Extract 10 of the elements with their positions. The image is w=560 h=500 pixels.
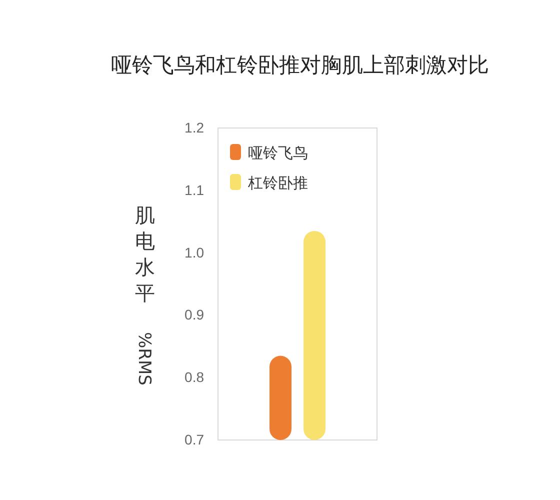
y-tick-label: 0.9 bbox=[184, 306, 204, 323]
y-tick-label: 1.0 bbox=[184, 244, 204, 260]
legend-label: 杠铃卧推 bbox=[247, 174, 308, 192]
chart-title: 哑铃飞鸟和杠铃卧推对胸肌上部刺激对比 bbox=[111, 53, 489, 77]
legend-label: 哑铃飞鸟 bbox=[248, 144, 308, 162]
y-tick-label: 0.8 bbox=[184, 369, 204, 386]
y-tick-label: 1.1 bbox=[184, 182, 204, 198]
y-tick-label: 0.7 bbox=[184, 431, 204, 448]
y-tick-label: 1.2 bbox=[184, 119, 204, 136]
text: 肌电水平 %RMS bbox=[134, 203, 155, 386]
